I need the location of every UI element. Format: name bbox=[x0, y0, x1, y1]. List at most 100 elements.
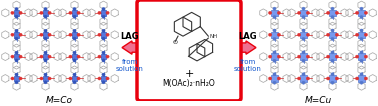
Circle shape bbox=[40, 55, 43, 58]
Bar bbox=[14, 54, 19, 59]
Circle shape bbox=[102, 7, 105, 10]
Polygon shape bbox=[122, 41, 138, 54]
Circle shape bbox=[277, 11, 280, 14]
Circle shape bbox=[106, 11, 109, 14]
Circle shape bbox=[102, 29, 105, 32]
Text: O: O bbox=[172, 40, 178, 45]
Circle shape bbox=[44, 81, 47, 84]
Circle shape bbox=[11, 33, 14, 36]
Bar bbox=[101, 54, 107, 59]
Circle shape bbox=[364, 11, 367, 14]
Bar bbox=[358, 32, 365, 38]
Circle shape bbox=[268, 55, 272, 58]
Circle shape bbox=[73, 7, 76, 10]
Circle shape bbox=[44, 37, 47, 40]
Circle shape bbox=[302, 81, 305, 84]
Circle shape bbox=[102, 51, 105, 54]
Circle shape bbox=[331, 81, 334, 84]
Circle shape bbox=[277, 33, 280, 36]
Circle shape bbox=[360, 29, 363, 32]
Bar bbox=[300, 10, 307, 16]
Circle shape bbox=[19, 55, 22, 58]
FancyBboxPatch shape bbox=[137, 0, 241, 101]
Circle shape bbox=[44, 29, 47, 32]
Circle shape bbox=[360, 7, 363, 10]
Circle shape bbox=[302, 37, 305, 40]
Circle shape bbox=[19, 77, 22, 80]
Circle shape bbox=[360, 51, 363, 54]
Text: +: + bbox=[184, 69, 194, 79]
Circle shape bbox=[360, 37, 363, 40]
Circle shape bbox=[327, 11, 330, 14]
Circle shape bbox=[360, 15, 363, 19]
Circle shape bbox=[297, 11, 301, 14]
Circle shape bbox=[364, 55, 367, 58]
Bar bbox=[71, 54, 77, 59]
Text: M(OAc)₂·nH₂O: M(OAc)₂·nH₂O bbox=[163, 79, 215, 88]
Bar bbox=[101, 32, 107, 38]
Circle shape bbox=[327, 33, 330, 36]
Bar bbox=[271, 53, 278, 60]
Bar bbox=[43, 54, 48, 59]
Circle shape bbox=[19, 33, 22, 36]
Bar bbox=[43, 10, 48, 16]
Circle shape bbox=[106, 55, 109, 58]
Text: M=Co: M=Co bbox=[45, 96, 73, 105]
Circle shape bbox=[327, 55, 330, 58]
Circle shape bbox=[15, 81, 18, 84]
Bar bbox=[271, 32, 278, 38]
Circle shape bbox=[277, 55, 280, 58]
Circle shape bbox=[44, 15, 47, 18]
Circle shape bbox=[19, 11, 22, 14]
Circle shape bbox=[273, 29, 276, 32]
Bar bbox=[43, 32, 48, 38]
Bar bbox=[358, 10, 365, 16]
Circle shape bbox=[11, 55, 14, 58]
Text: LAG: LAG bbox=[239, 32, 257, 41]
Circle shape bbox=[69, 55, 72, 58]
Circle shape bbox=[73, 37, 76, 40]
Circle shape bbox=[331, 51, 334, 54]
Bar bbox=[329, 10, 336, 16]
Text: LAG: LAG bbox=[121, 32, 139, 41]
Circle shape bbox=[102, 59, 105, 62]
Circle shape bbox=[331, 59, 334, 62]
Bar bbox=[329, 75, 336, 82]
Text: from
solution: from solution bbox=[116, 59, 144, 72]
Circle shape bbox=[69, 77, 72, 80]
Circle shape bbox=[69, 33, 72, 36]
Circle shape bbox=[106, 77, 109, 80]
Circle shape bbox=[48, 33, 51, 36]
Circle shape bbox=[360, 73, 363, 76]
Circle shape bbox=[360, 81, 363, 84]
Circle shape bbox=[273, 37, 276, 40]
Circle shape bbox=[306, 33, 310, 36]
Circle shape bbox=[69, 11, 72, 14]
Circle shape bbox=[268, 33, 272, 36]
Circle shape bbox=[15, 29, 18, 32]
Circle shape bbox=[268, 77, 272, 80]
Circle shape bbox=[273, 15, 276, 19]
Circle shape bbox=[277, 77, 280, 80]
Bar bbox=[71, 76, 77, 81]
Bar bbox=[101, 10, 107, 16]
Circle shape bbox=[44, 51, 47, 54]
Circle shape bbox=[273, 59, 276, 62]
Bar bbox=[14, 10, 19, 16]
Circle shape bbox=[48, 11, 51, 14]
Circle shape bbox=[102, 73, 105, 76]
Circle shape bbox=[364, 33, 367, 36]
Text: NH: NH bbox=[209, 34, 218, 39]
Circle shape bbox=[273, 51, 276, 54]
Circle shape bbox=[306, 11, 310, 14]
Circle shape bbox=[77, 55, 80, 58]
Circle shape bbox=[273, 73, 276, 76]
Circle shape bbox=[11, 77, 14, 80]
Bar bbox=[271, 10, 278, 16]
Circle shape bbox=[335, 77, 339, 80]
Circle shape bbox=[98, 55, 101, 58]
Circle shape bbox=[302, 7, 305, 10]
Circle shape bbox=[302, 29, 305, 32]
Circle shape bbox=[48, 55, 51, 58]
Bar bbox=[300, 32, 307, 38]
